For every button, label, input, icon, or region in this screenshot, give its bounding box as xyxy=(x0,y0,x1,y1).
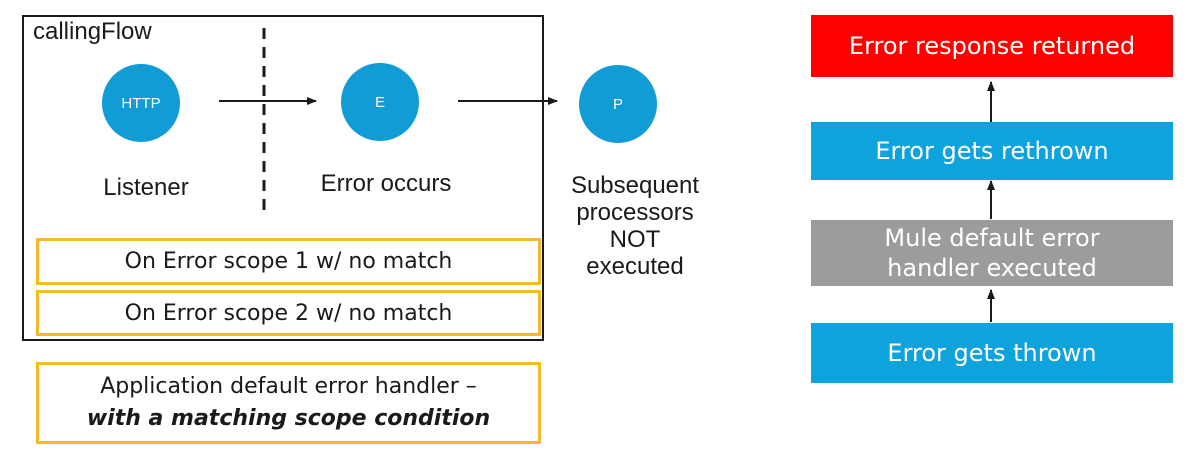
processor-label-line-3: executed xyxy=(586,253,684,280)
error-response-returned-box: Error response returned xyxy=(811,15,1173,77)
http-node-text: HTTP xyxy=(121,94,161,112)
http-listener-node: HTTP xyxy=(102,64,180,142)
application-default-error-handler: Application default error handler – with… xyxy=(36,362,541,444)
error-thrown-box: Error gets thrown xyxy=(811,323,1173,383)
error-thrown-label: Error gets thrown xyxy=(887,339,1097,367)
processor-label-line-2: processors NOT xyxy=(576,199,694,253)
flow-title: callingFlow xyxy=(33,18,152,45)
error-response-label: Error response returned xyxy=(848,32,1136,60)
error-rethrown-box: Error gets rethrown xyxy=(811,122,1173,180)
scope-1-label: On Error scope 1 w/ no match xyxy=(124,249,453,274)
app-handler-line-1: Application default error handler – xyxy=(100,374,477,399)
error-rethrown-label: Error gets rethrown xyxy=(875,137,1109,165)
subsequent-processors-label: Subsequent processors NOT executed xyxy=(549,172,721,280)
error-node: E xyxy=(341,63,419,141)
mule-default-handler-box: Mule default error handler executed xyxy=(811,220,1173,286)
processor-node-text: P xyxy=(612,95,623,113)
error-node-text: E xyxy=(374,93,385,111)
processor-label-line-1: Subsequent xyxy=(570,172,700,199)
scope-2-label: On Error scope 2 w/ no match xyxy=(124,300,453,326)
calling-flow-container xyxy=(22,15,544,341)
error-occurs-label: Error occurs xyxy=(320,170,452,197)
on-error-scope-2: On Error scope 2 w/ no match xyxy=(36,290,541,336)
processor-node: P xyxy=(579,65,657,143)
mule-handler-line-2: handler executed xyxy=(887,254,1097,282)
on-error-scope-1: On Error scope 1 w/ no match xyxy=(36,238,541,285)
listener-label: Listener xyxy=(103,174,189,201)
mule-handler-line-1: Mule default error xyxy=(884,224,1100,252)
app-handler-line-2: with a matching scope condition xyxy=(86,406,491,431)
